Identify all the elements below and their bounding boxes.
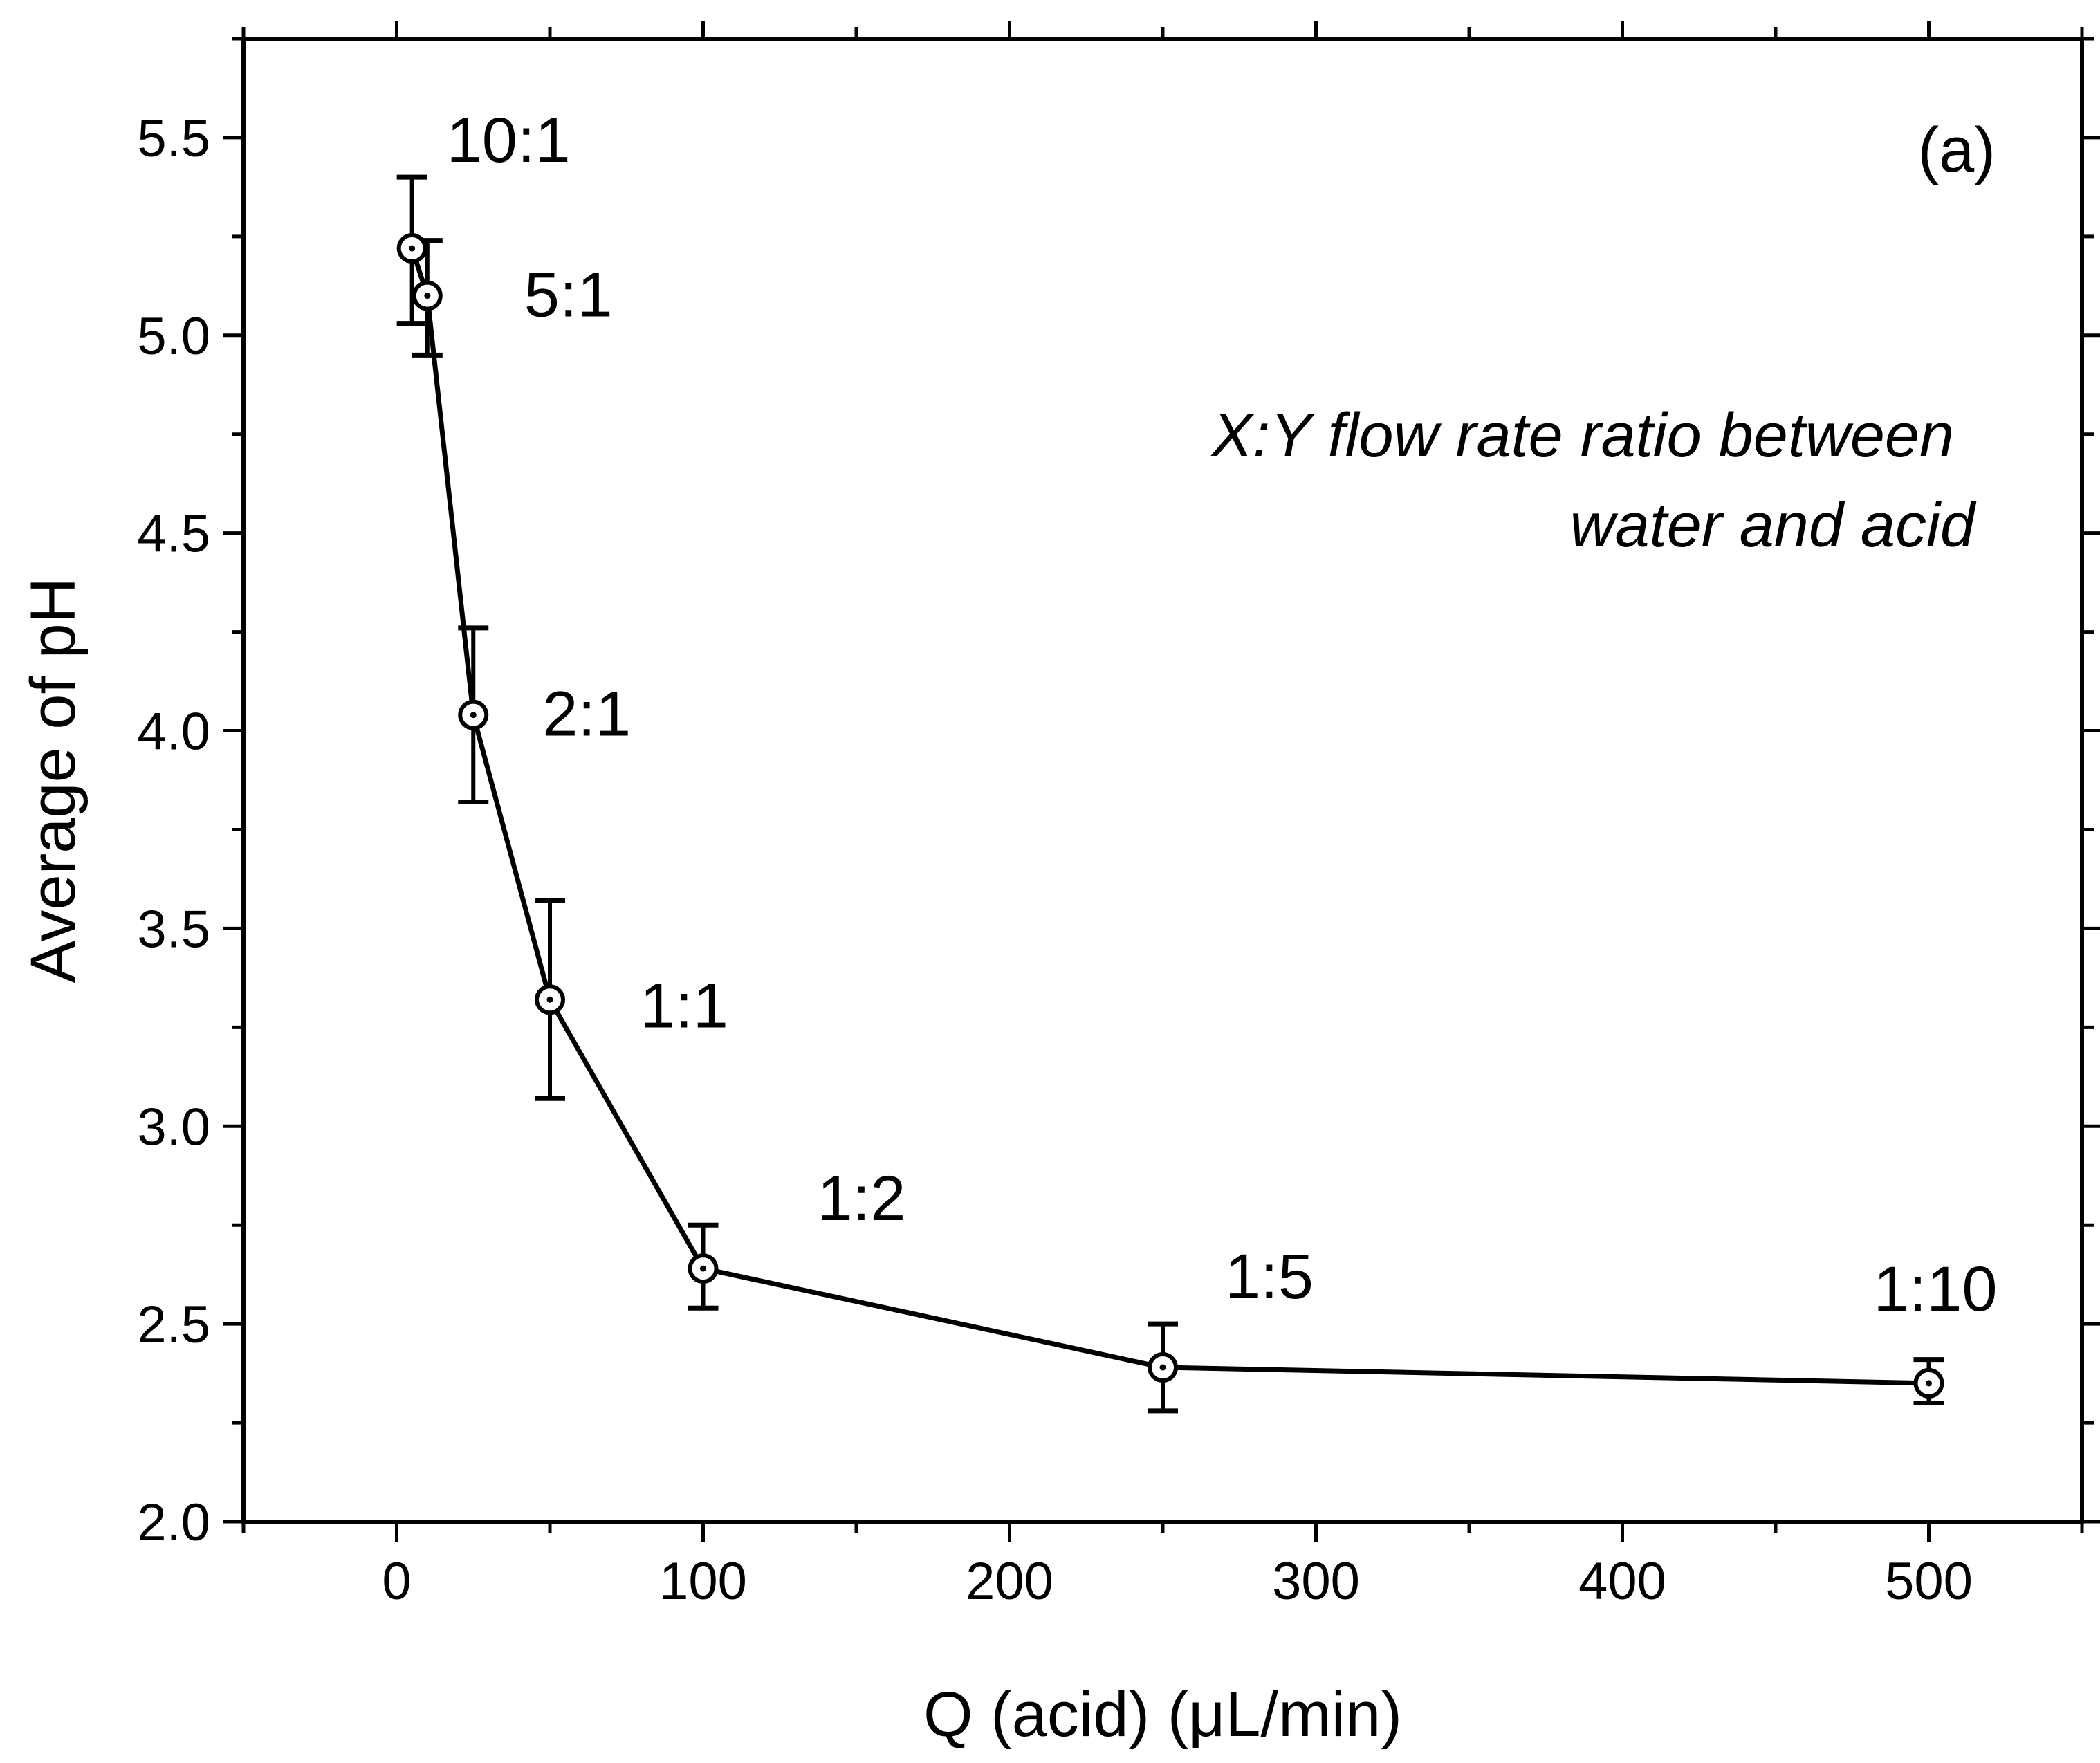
point-label: 1:5 — [1225, 1242, 1314, 1312]
plot-frame — [241, 37, 2084, 1524]
x-axis-title: Q (acid) (μL/min) — [923, 1679, 1402, 1750]
series-group — [396, 174, 1944, 1414]
annotation-line-2: water and acid — [1570, 491, 1977, 560]
data-point-marker-dot — [1159, 1364, 1166, 1371]
axis-ticks-group: 0 100 200 300 400 500 2.0 2.5 3.0 3.5 4.0 4.5 5.0 5.5 — [137, 21, 2100, 1611]
data-point-marker-dot — [470, 712, 477, 719]
point-labels-group: 10:1 5:1 2:1 1:1 1:2 1:5 1:10 — [447, 105, 1998, 1324]
data-point-marker-dot — [409, 245, 416, 252]
y-axis-title: Average of pH — [18, 578, 89, 983]
point-label: 10:1 — [447, 105, 571, 176]
x-tick-label: 400 — [1578, 1552, 1666, 1611]
x-tick-label: 100 — [659, 1552, 747, 1611]
y-tick-label: 5.0 — [137, 307, 210, 366]
y-tick-label: 4.5 — [137, 505, 210, 564]
x-tick-label: 500 — [1885, 1552, 1973, 1611]
x-tick-label: 0 — [382, 1552, 411, 1611]
y-tick-label: 4.0 — [137, 703, 210, 761]
y-tick-label: 2.0 — [137, 1493, 210, 1552]
data-point-marker-dot — [700, 1265, 706, 1272]
y-tick-label: 3.0 — [137, 1098, 210, 1156]
x-tick-label: 200 — [966, 1552, 1053, 1611]
y-tick-label: 5.5 — [137, 109, 210, 168]
panel-label: (a) — [1918, 115, 1996, 185]
y-tick-label: 3.5 — [137, 900, 210, 959]
point-label: 1:10 — [1874, 1254, 1998, 1324]
point-label: 1:1 — [640, 970, 728, 1041]
data-point-marker-dot — [546, 996, 553, 1003]
data-point-marker-dot — [1926, 1380, 1932, 1387]
x-tick-label: 300 — [1272, 1552, 1360, 1611]
point-label: 5:1 — [524, 260, 613, 331]
data-point-marker-dot — [424, 293, 431, 299]
y-tick-label: 2.5 — [137, 1295, 210, 1354]
point-label: 2:1 — [542, 679, 631, 750]
annotation-line-1: X:Y flow rate ratio between — [1210, 401, 1954, 470]
point-label: 1:2 — [818, 1163, 906, 1234]
